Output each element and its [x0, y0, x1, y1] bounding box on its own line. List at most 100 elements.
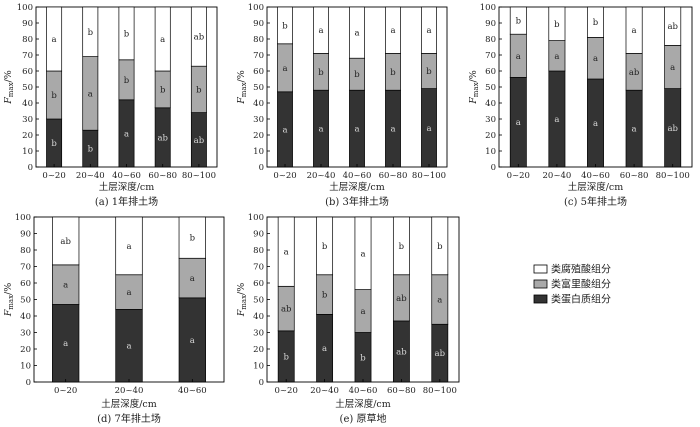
x-tick-label: 0~20 [42, 171, 65, 181]
bar-segment-label: b [88, 28, 94, 38]
y-tick-label: 0 [26, 378, 31, 388]
y-axis-label-unit: /% [3, 70, 14, 82]
y-tick-label: 40 [20, 312, 31, 322]
legend-swatch-protein [533, 294, 548, 304]
bar-segment-label: b [354, 70, 360, 80]
y-tick-label: 80 [20, 246, 31, 256]
bar-segment-humic [548, 6, 566, 41]
y-tick-label: 0 [259, 163, 264, 173]
bar-segment-label: a [126, 288, 131, 298]
x-tick-label: 0~20 [275, 386, 298, 396]
bar-segment-label: b [283, 352, 289, 362]
y-axis-label-unit: /% [3, 283, 14, 295]
bar-segment-label: a [593, 54, 598, 64]
bar-segment-label: a [160, 35, 165, 45]
bar-segment-label: ab [281, 305, 292, 315]
bar-segment-humic [431, 216, 449, 276]
bar-segment-label: b [322, 242, 328, 252]
y-tick-label: 50 [20, 296, 31, 306]
y-tick-label: 0 [259, 378, 264, 388]
y-tick-label: 70 [253, 51, 264, 61]
bar-segment-label: b [399, 242, 405, 252]
bar-segment-humic [625, 6, 643, 54]
x-tick-label: 40~60 [349, 386, 378, 396]
x-tick-label: 60~80 [148, 171, 177, 181]
bar-segment-humic [385, 6, 401, 54]
legend: 类腐殖酸组分 类富里酸组分 类蛋白质组分 [533, 263, 611, 306]
y-tick-label: 90 [485, 19, 496, 29]
x-tick-label: 60~80 [387, 386, 416, 396]
bar-segment-label: a [190, 274, 195, 284]
y-tick-label: 90 [22, 19, 33, 29]
y-tick-label: 20 [22, 131, 33, 141]
bar-segment-label: a [282, 64, 287, 74]
y-tick-label: 80 [485, 35, 496, 45]
y-tick-label: 0 [491, 163, 496, 173]
y-tick-label: 70 [253, 263, 264, 273]
y-axis-label-main: F [468, 97, 479, 105]
y-tick-label: 10 [485, 147, 496, 157]
bar-segment-label: b [360, 353, 366, 363]
y-tick-label: 100 [15, 213, 31, 223]
bar-segment-label: a [632, 26, 637, 36]
chart-caption: (d) 7年排土场 [97, 412, 161, 425]
y-tick-label: 40 [485, 99, 496, 109]
bar-segment-label: b [51, 139, 57, 149]
bar-segment-label: ab [629, 68, 640, 78]
bar-segment-humic [316, 216, 334, 276]
y-tick-label: 10 [20, 362, 31, 372]
y-axis-label: Fmax/% [236, 70, 248, 105]
bar-segment-label: ab [60, 237, 71, 247]
bar-segment-label: a [284, 248, 289, 258]
x-tick-label: 80~100 [412, 171, 446, 181]
x-tick-label: 0~20 [507, 171, 530, 181]
bar-segment-label: b [516, 17, 522, 27]
y-tick-label: 90 [20, 230, 31, 240]
y-tick-label: 10 [253, 362, 264, 372]
bar-segment-humic [277, 216, 295, 287]
chart-caption: (c) 5年排土场 [564, 195, 627, 208]
bar-segment-label: b [88, 145, 94, 155]
bar-segment-label: ab [667, 22, 678, 32]
x-tick-label: 40~60 [581, 171, 610, 181]
y-tick-label: 70 [22, 51, 33, 61]
y-tick-label: 60 [253, 279, 264, 289]
chart-2: 0102030405060708090100Fmax/%aab0~20aab20… [468, 3, 693, 208]
bar-segment-fulvic [178, 257, 206, 299]
y-tick-label: 60 [22, 67, 33, 77]
bar-segment-label: ab [396, 294, 407, 304]
y-tick-label: 80 [253, 246, 264, 256]
bar-segment-label: b [124, 29, 130, 39]
bar-segment-humic [349, 6, 365, 59]
bar-segment-humic [509, 6, 527, 35]
x-tick-label: 60~80 [379, 171, 408, 181]
x-tick-label: 20~40 [543, 171, 572, 181]
bar-segment-label: b [196, 85, 202, 95]
chart-0: 0102030405060708090100Fmax/%bba0~20bab20… [3, 3, 218, 208]
bar-segment-humic [313, 6, 329, 54]
y-tick-label: 50 [253, 83, 264, 93]
bar-segment-humic [421, 6, 437, 54]
y-tick-label: 60 [253, 67, 264, 77]
bar-segment-label: ab [194, 33, 205, 43]
bar-segment-label: a [190, 336, 195, 346]
legend-item-protein: 类蛋白质组分 [533, 293, 611, 306]
y-tick-label: 60 [485, 67, 496, 77]
bar-segment-protein [115, 309, 143, 383]
bar-segment-humic [587, 6, 604, 38]
y-axis-label-sub: max [240, 295, 248, 310]
y-tick-label: 40 [253, 312, 264, 322]
y-tick-label: 30 [20, 329, 31, 339]
x-axis-label: 土层深度/cm [99, 181, 155, 193]
x-tick-label: 40~60 [112, 171, 141, 181]
y-tick-label: 90 [253, 230, 264, 240]
bar-segment-label: a [554, 52, 559, 62]
x-tick-label: 0~20 [54, 386, 77, 396]
bar-segment-label: b [322, 291, 328, 301]
bar-segment-fulvic [52, 264, 80, 305]
bar-segment-humic [52, 216, 80, 266]
bar-segment-label: a [318, 125, 323, 135]
bar-segment-label: b [190, 234, 196, 244]
y-tick-label: 80 [253, 35, 264, 45]
y-tick-label: 20 [485, 131, 496, 141]
